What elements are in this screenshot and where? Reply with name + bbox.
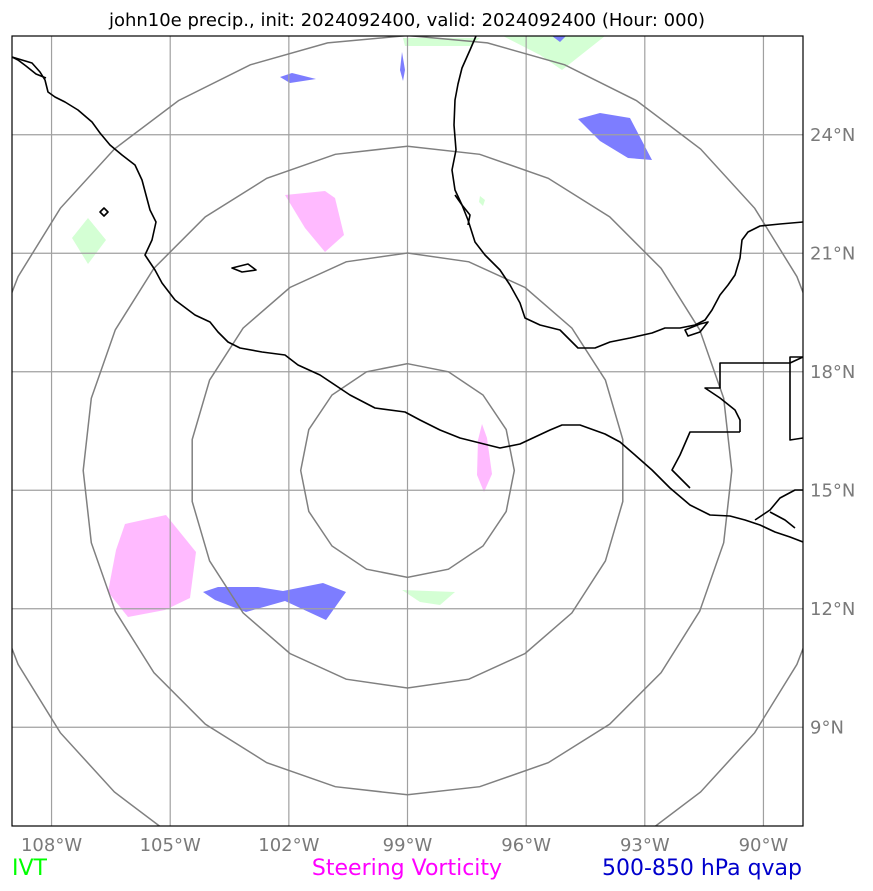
latitude-tick-label: 24°N bbox=[810, 125, 855, 146]
longitude-tick-label: 99°W bbox=[383, 835, 433, 856]
latitude-tick-label: 12°N bbox=[810, 599, 855, 620]
qvap-patch-north3 bbox=[552, 36, 566, 42]
longitude-tick-label: 90°W bbox=[739, 835, 789, 856]
range-ring bbox=[82, 145, 733, 796]
range-ring bbox=[299, 362, 516, 579]
baja-tip bbox=[12, 56, 47, 79]
range-ring bbox=[12, 36, 803, 826]
longitude-tick-label: 108°W bbox=[21, 835, 82, 856]
vorticity-patch-southwest bbox=[108, 515, 196, 617]
belize-border bbox=[704, 356, 803, 432]
longitude-tick-label: 96°W bbox=[501, 835, 551, 856]
longitude-tick-label: 93°W bbox=[620, 835, 670, 856]
legend-qvap: 500-850 hPa qvap bbox=[602, 856, 802, 881]
vorticity-patch-north bbox=[285, 191, 344, 252]
vorticity-fields bbox=[108, 191, 492, 617]
qvap-patch-north2 bbox=[400, 52, 405, 81]
map-title: john10e precip., init: 2024092400, valid… bbox=[108, 10, 705, 31]
coastlines bbox=[12, 36, 803, 543]
ivt-patch-west bbox=[72, 218, 106, 264]
longitude-tick-label: 105°W bbox=[140, 835, 201, 856]
ivt-patch-south bbox=[402, 590, 455, 605]
isla-coast bbox=[231, 263, 257, 273]
gulf-coastline bbox=[451, 36, 803, 349]
qvap-patch-north1 bbox=[280, 73, 316, 83]
qvap-patch-south bbox=[203, 583, 346, 620]
legend-ivt: IVT bbox=[12, 856, 48, 881]
longitude-tick-label: 102°W bbox=[258, 835, 319, 856]
yucatan-island bbox=[684, 321, 709, 337]
honduras-coast bbox=[789, 356, 803, 441]
range-rings bbox=[12, 36, 803, 826]
longitude-labels: 108°W 105°W 102°W 99°W 96°W 93°W 90°W bbox=[21, 835, 789, 856]
ivt-patch-northeast bbox=[503, 36, 605, 70]
latitude-tick-label: 15°N bbox=[810, 480, 855, 501]
latitude-labels: 24°N 21°N 18°N 15°N 12°N 9°N bbox=[810, 125, 855, 739]
guatemala-border bbox=[671, 431, 740, 489]
plot-frame bbox=[11, 35, 804, 827]
latitude-tick-label: 21°N bbox=[810, 243, 855, 264]
central-america-border bbox=[754, 489, 803, 521]
pacific-coastline bbox=[12, 56, 803, 543]
qvap-fields bbox=[203, 36, 652, 620]
tres-marias bbox=[99, 207, 109, 217]
latitude-tick-label: 9°N bbox=[810, 717, 844, 738]
latitude-tick-label: 18°N bbox=[810, 362, 855, 383]
legend-steering-vorticity: Steering Vorticity bbox=[312, 856, 502, 881]
gridlines bbox=[12, 36, 803, 826]
plot-area bbox=[12, 36, 803, 826]
ivt-patch-coast bbox=[479, 196, 485, 206]
vorticity-patch-center bbox=[477, 424, 492, 492]
qvap-patch-northeast bbox=[578, 113, 652, 160]
range-ring bbox=[191, 252, 624, 689]
laguna-madre bbox=[454, 194, 471, 226]
el-salvador bbox=[769, 511, 796, 529]
